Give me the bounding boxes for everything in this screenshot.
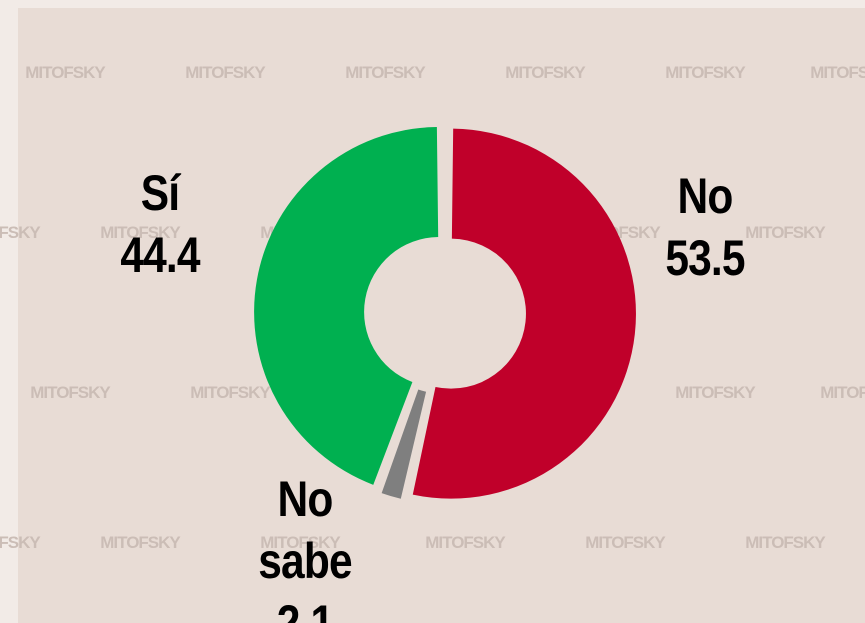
watermark: MITOFSKY bbox=[810, 63, 865, 82]
category-label: Sí bbox=[140, 165, 180, 221]
watermark: MITOFSKY bbox=[0, 533, 41, 552]
watermark: MITOFSKY bbox=[820, 383, 865, 402]
watermark: MITOFSKY bbox=[100, 533, 181, 552]
slice bbox=[412, 128, 636, 499]
category-label: No bbox=[677, 168, 734, 224]
watermark: MITOFSKY bbox=[260, 533, 341, 552]
value-label: 44.4 bbox=[120, 227, 200, 283]
value-label: 2.1 bbox=[276, 595, 334, 623]
value-label: 53.5 bbox=[665, 230, 745, 286]
watermark: MITOFSKY bbox=[505, 63, 586, 82]
watermark: MITOFSKY bbox=[100, 223, 181, 242]
slice bbox=[254, 126, 439, 485]
watermark: MITOFSKY bbox=[345, 63, 426, 82]
slice-label: Sí 44.4 bbox=[101, 162, 220, 286]
watermark: MITOFSKY bbox=[30, 383, 111, 402]
watermark: MITOFSKY bbox=[25, 63, 106, 82]
slice-label: No 53.5 bbox=[646, 165, 765, 289]
watermark: MITOFSKY bbox=[675, 383, 756, 402]
watermark: MITOFSKY bbox=[745, 533, 826, 552]
watermark: MITOFSKY bbox=[665, 63, 746, 82]
slice-label: No sabe 2.1 bbox=[254, 468, 356, 623]
watermark: MITOFSKY bbox=[585, 533, 666, 552]
watermark: MITOFSKY bbox=[425, 533, 506, 552]
slice bbox=[381, 389, 427, 499]
background bbox=[18, 8, 865, 623]
watermark: MITOFSKY bbox=[190, 383, 271, 402]
watermark: MITOFSKY bbox=[0, 223, 41, 242]
watermark: MITOFSKY bbox=[185, 63, 266, 82]
category-label: No sabe bbox=[258, 471, 352, 589]
watermark: MITOFSKY bbox=[745, 223, 826, 242]
